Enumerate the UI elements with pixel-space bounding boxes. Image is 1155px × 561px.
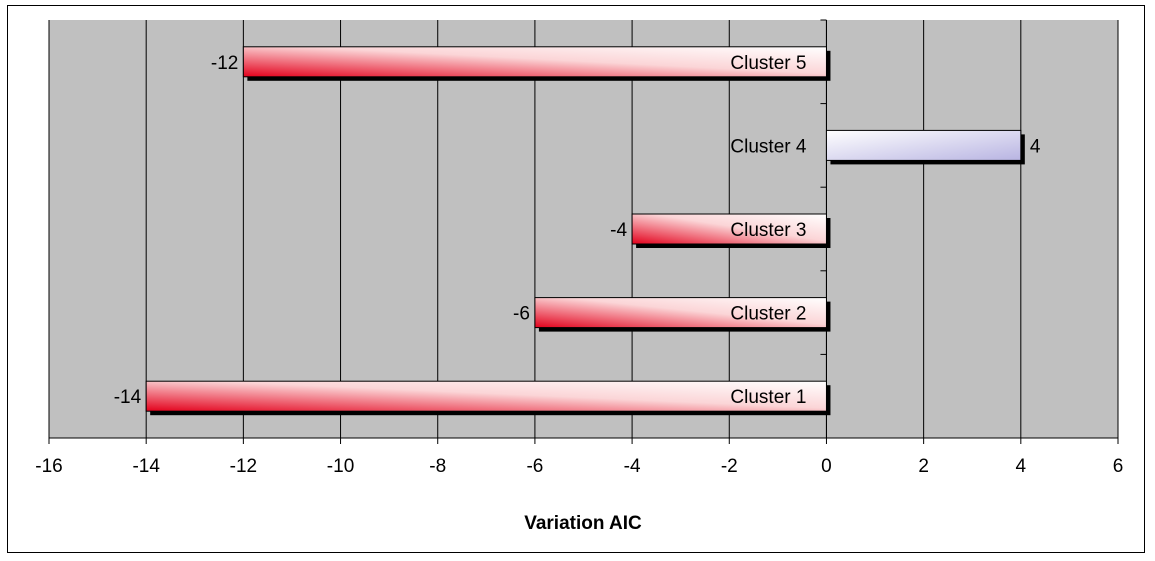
value-label: -6 <box>513 304 530 325</box>
category-label: Cluster 5 <box>730 53 806 74</box>
category-label: Cluster 3 <box>730 220 806 241</box>
x-tick-label: -6 <box>526 456 543 477</box>
x-tick-label: 2 <box>918 456 929 477</box>
value-label: -14 <box>114 387 142 408</box>
x-tick-label: -8 <box>429 456 446 477</box>
value-label: 4 <box>1030 136 1041 157</box>
bar <box>534 297 827 329</box>
plot-area <box>49 20 1118 438</box>
bar <box>145 380 827 412</box>
x-tick-label: -16 <box>35 456 62 477</box>
bar <box>825 129 1022 161</box>
x-axis-title: Variation AIC <box>524 513 642 534</box>
x-tick-labels: -16 -14 -12 -10 -8 -6 -4 -2 0 2 4 6 <box>35 456 1123 477</box>
x-tick-label: -10 <box>327 456 354 477</box>
bar-labels: Cluster 1 -14 Cluster 2 -6 Cluster 3 -4 Cluste… <box>114 53 1041 408</box>
bar <box>631 213 827 245</box>
x-tick-label: -2 <box>721 456 738 477</box>
category-label: Cluster 4 <box>730 136 806 157</box>
category-label: Cluster 2 <box>730 304 806 325</box>
bar <box>242 46 827 78</box>
x-tick-label: -12 <box>230 456 257 477</box>
bars <box>145 46 1025 416</box>
x-tick-label: 6 <box>1113 456 1124 477</box>
x-tick-label: -14 <box>132 456 160 477</box>
x-tick-label: -4 <box>624 456 641 477</box>
value-label: -4 <box>610 220 627 241</box>
category-label: Cluster 1 <box>730 387 806 408</box>
value-label: -12 <box>211 53 238 74</box>
x-tick-label: 4 <box>1016 456 1027 477</box>
x-tick-label: 0 <box>821 456 832 477</box>
